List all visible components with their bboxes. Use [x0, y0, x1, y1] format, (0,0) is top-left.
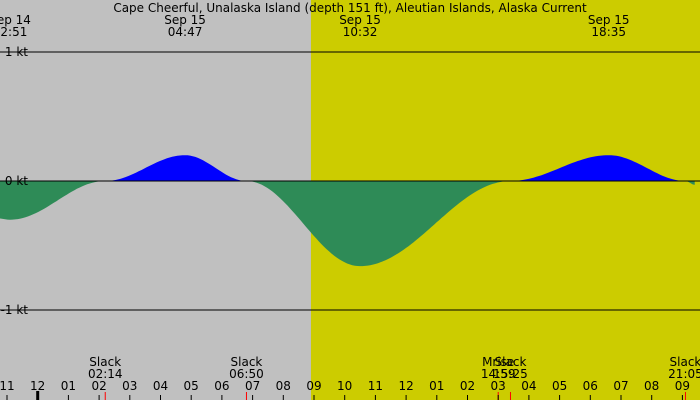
x-tick-label: 11 [0, 379, 15, 393]
x-tick-label: 09 [675, 379, 690, 393]
bottom-event-labels: Slack02:14Slack06:50Mrise14:59Slack15:25… [88, 355, 700, 400]
x-tick-label: 07 [245, 379, 260, 393]
event-label: Mrise [482, 355, 514, 369]
x-axis: 11 12 01 02 03 04 05 06 07 08 09 10 11 12 01 02 03 04 05 06… [0, 379, 690, 400]
y-tick-label: -1 kt [1, 303, 29, 317]
x-tick-label: 03 [491, 379, 506, 393]
event-time: 22:51 [0, 25, 27, 39]
event-label: Slack [670, 355, 700, 369]
event-time: 04:47 [168, 25, 203, 39]
x-tick-label: 08 [276, 379, 291, 393]
x-tick-label: 04 [521, 379, 536, 393]
x-tick-label: 12 [30, 379, 45, 393]
flood-area-2 [105, 155, 247, 181]
event-time: 21:05 [668, 367, 700, 381]
event-time: 10:32 [343, 25, 378, 39]
x-tick-label: 02 [460, 379, 475, 393]
event-label: Slack [89, 355, 121, 369]
x-tick-label: 03 [122, 379, 137, 393]
event-date: Sep 14 [0, 13, 31, 27]
x-tick-label: 06 [214, 379, 229, 393]
chart-title: Cape Cheerful, Unalaska Island (depth 15… [113, 1, 587, 15]
x-tick-label: 04 [153, 379, 168, 393]
event-date: Sep 15 [339, 13, 381, 27]
event-time: 14:59 [481, 367, 516, 381]
ebb-area-0 [0, 181, 106, 220]
x-tick-label: 12 [398, 379, 413, 393]
event-date: Sep 15 [588, 13, 630, 27]
event-label: Slack [231, 355, 263, 369]
ebb-area-8 [685, 181, 695, 185]
event-date: Sep 15 [164, 13, 206, 27]
y-tick-label: 1 kt [5, 45, 28, 59]
ebb-area-4 [246, 181, 511, 267]
y-tick-label: 0 kt [5, 174, 28, 188]
current-area-layer [0, 155, 695, 267]
event-time: 18:35 [591, 25, 626, 39]
x-tick-label: 02 [91, 379, 106, 393]
y-tick-labels: 1 kt 0 kt -1 kt [1, 45, 29, 317]
event-label: Slack [495, 355, 527, 369]
x-tick-label: 06 [583, 379, 598, 393]
grid-lines [0, 51, 700, 311]
x-tick-label: 09 [306, 379, 321, 393]
event-time: 15:25 [493, 367, 528, 381]
x-tick-label: 08 [644, 379, 659, 393]
event-time: 02:14 [88, 367, 123, 381]
x-tick-label: 01 [429, 379, 444, 393]
x-tick-label: 11 [368, 379, 383, 393]
x-tick-label: 05 [184, 379, 199, 393]
x-tick-label: 01 [61, 379, 76, 393]
x-tick-label: 10 [337, 379, 352, 393]
event-time: 06:50 [229, 367, 264, 381]
flood-area-6 [510, 155, 686, 181]
x-tick-label: 05 [552, 379, 567, 393]
x-tick-label: 07 [613, 379, 628, 393]
